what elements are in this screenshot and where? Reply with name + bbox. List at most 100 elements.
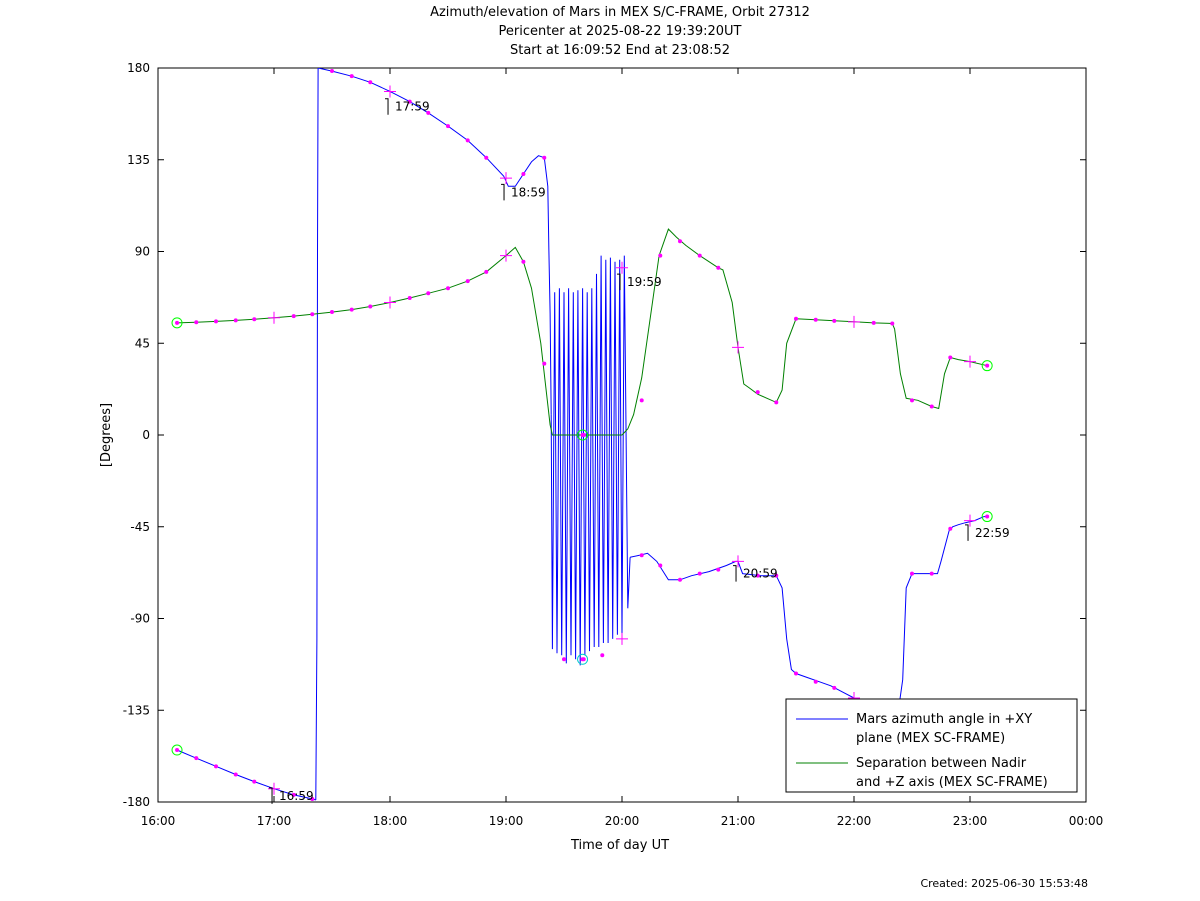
annotation-tick — [617, 273, 621, 291]
annotation-tick — [501, 183, 505, 201]
y-tick-label: 135 — [127, 153, 150, 167]
data-point-marker — [194, 756, 199, 761]
hour-plus-marker — [268, 782, 280, 795]
data-point-marker — [252, 317, 257, 322]
data-point-marker — [871, 320, 876, 325]
hour-plus-marker — [384, 296, 396, 309]
annotation-label: 17:59 — [395, 100, 430, 114]
data-point-marker — [214, 319, 218, 324]
data-point-marker — [252, 779, 257, 784]
y-tick-label: -45 — [130, 520, 150, 534]
series-line-azimuth — [315, 68, 319, 801]
data-point-marker — [465, 138, 470, 143]
annotation-label: 22:59 — [975, 526, 1010, 540]
y-tick-label: 90 — [135, 245, 150, 259]
data-point-marker — [910, 398, 914, 403]
data-point-marker — [948, 526, 953, 531]
series-line-separation — [176, 228, 988, 436]
y-tick-label: 180 — [127, 61, 150, 75]
data-point-marker — [349, 307, 354, 312]
data-point-marker — [697, 571, 702, 576]
x-tick-label: 20:00 — [605, 814, 640, 828]
y-tick-label: -135 — [123, 703, 150, 717]
data-point-marker — [929, 404, 934, 409]
data-point-marker — [697, 253, 702, 258]
x-tick-label: 00:00 — [1069, 814, 1104, 828]
annotation-label: 19:59 — [627, 275, 662, 289]
data-point-marker — [214, 764, 218, 769]
data-point-marker — [233, 318, 238, 323]
hour-plus-marker — [732, 555, 744, 568]
data-point-marker — [716, 265, 721, 270]
y-tick-label: -90 — [130, 612, 150, 626]
data-point-marker — [291, 314, 296, 319]
data-point-marker — [658, 563, 663, 568]
x-tick-label: 16:00 — [141, 814, 176, 828]
chart-subtitle-pericenter: Pericenter at 2025-08-22 19:39:20UT — [498, 24, 742, 39]
hour-plus-marker — [500, 249, 512, 262]
endpoint-circle-marker — [981, 511, 993, 523]
data-point-marker — [794, 316, 798, 321]
series-line-azimuth — [629, 516, 988, 715]
y-tick-label: 0 — [142, 428, 150, 442]
hour-plus-marker — [848, 315, 860, 328]
annotation-tick — [965, 524, 969, 541]
hour-plus-marker — [268, 311, 280, 324]
data-point-marker — [233, 772, 238, 777]
legend-label: Mars azimuth angle in +XY — [856, 712, 1032, 727]
legend-label: and +Z axis (MEX SC-FRAME) — [856, 775, 1048, 790]
data-point-marker — [910, 571, 914, 576]
data-point-marker — [678, 577, 682, 582]
x-tick-label: 18:00 — [373, 814, 408, 828]
data-point-marker — [349, 74, 354, 79]
hour-plus-marker — [732, 341, 744, 354]
data-point-marker — [755, 390, 760, 395]
data-point-marker — [310, 796, 315, 801]
data-point-marker — [948, 355, 953, 360]
data-point-marker — [832, 685, 837, 690]
data-point-marker — [407, 99, 412, 104]
data-point-marker — [446, 124, 450, 129]
data-point-marker — [794, 671, 798, 676]
x-axis-label: Time of day UT — [570, 838, 669, 853]
data-point-marker — [562, 657, 566, 662]
legend-label: Separation between Nadir — [856, 756, 1027, 771]
data-point-marker — [310, 312, 315, 317]
data-point-marker — [426, 291, 431, 296]
y-axis-label: [Degrees] — [99, 403, 114, 467]
x-tick-label: 21:00 — [721, 814, 756, 828]
legend-label: plane (MEX SC-FRAME) — [856, 731, 1005, 746]
data-point-marker — [484, 155, 489, 160]
annotation-label: 20:59 — [743, 567, 778, 581]
data-point-marker — [407, 295, 412, 300]
endpoint-circle-marker — [981, 360, 993, 372]
data-point-marker — [521, 172, 526, 177]
data-point-marker — [813, 679, 818, 684]
data-point-marker — [368, 304, 373, 309]
chart-subtitle-start-end: Start at 16:09:52 End at 23:08:52 — [509, 43, 731, 58]
data-point-marker — [658, 253, 663, 258]
data-point-marker — [330, 310, 334, 315]
data-point-marker — [368, 80, 373, 85]
endpoint-circle-marker — [171, 317, 183, 329]
data-point-marker — [426, 110, 431, 115]
hour-plus-marker — [616, 632, 628, 645]
data-point-marker — [330, 69, 334, 74]
y-tick-label: 45 — [135, 336, 150, 350]
data-point-marker — [484, 269, 489, 274]
data-point-marker — [542, 361, 547, 366]
hour-plus-marker — [964, 355, 976, 368]
endpoint-dot — [175, 320, 180, 325]
endpoint-dot — [580, 433, 585, 437]
endpoint-dot — [985, 363, 990, 368]
data-point-marker — [755, 573, 760, 578]
hour-plus-marker — [964, 514, 976, 527]
data-point-marker — [929, 571, 934, 576]
data-point-marker — [639, 398, 644, 403]
hour-plus-marker — [384, 85, 396, 98]
endpoint-dot — [580, 657, 585, 662]
endpoint-dot — [985, 514, 990, 519]
data-point-marker — [890, 321, 895, 326]
data-point-marker — [774, 400, 779, 405]
data-point-marker — [813, 317, 818, 322]
